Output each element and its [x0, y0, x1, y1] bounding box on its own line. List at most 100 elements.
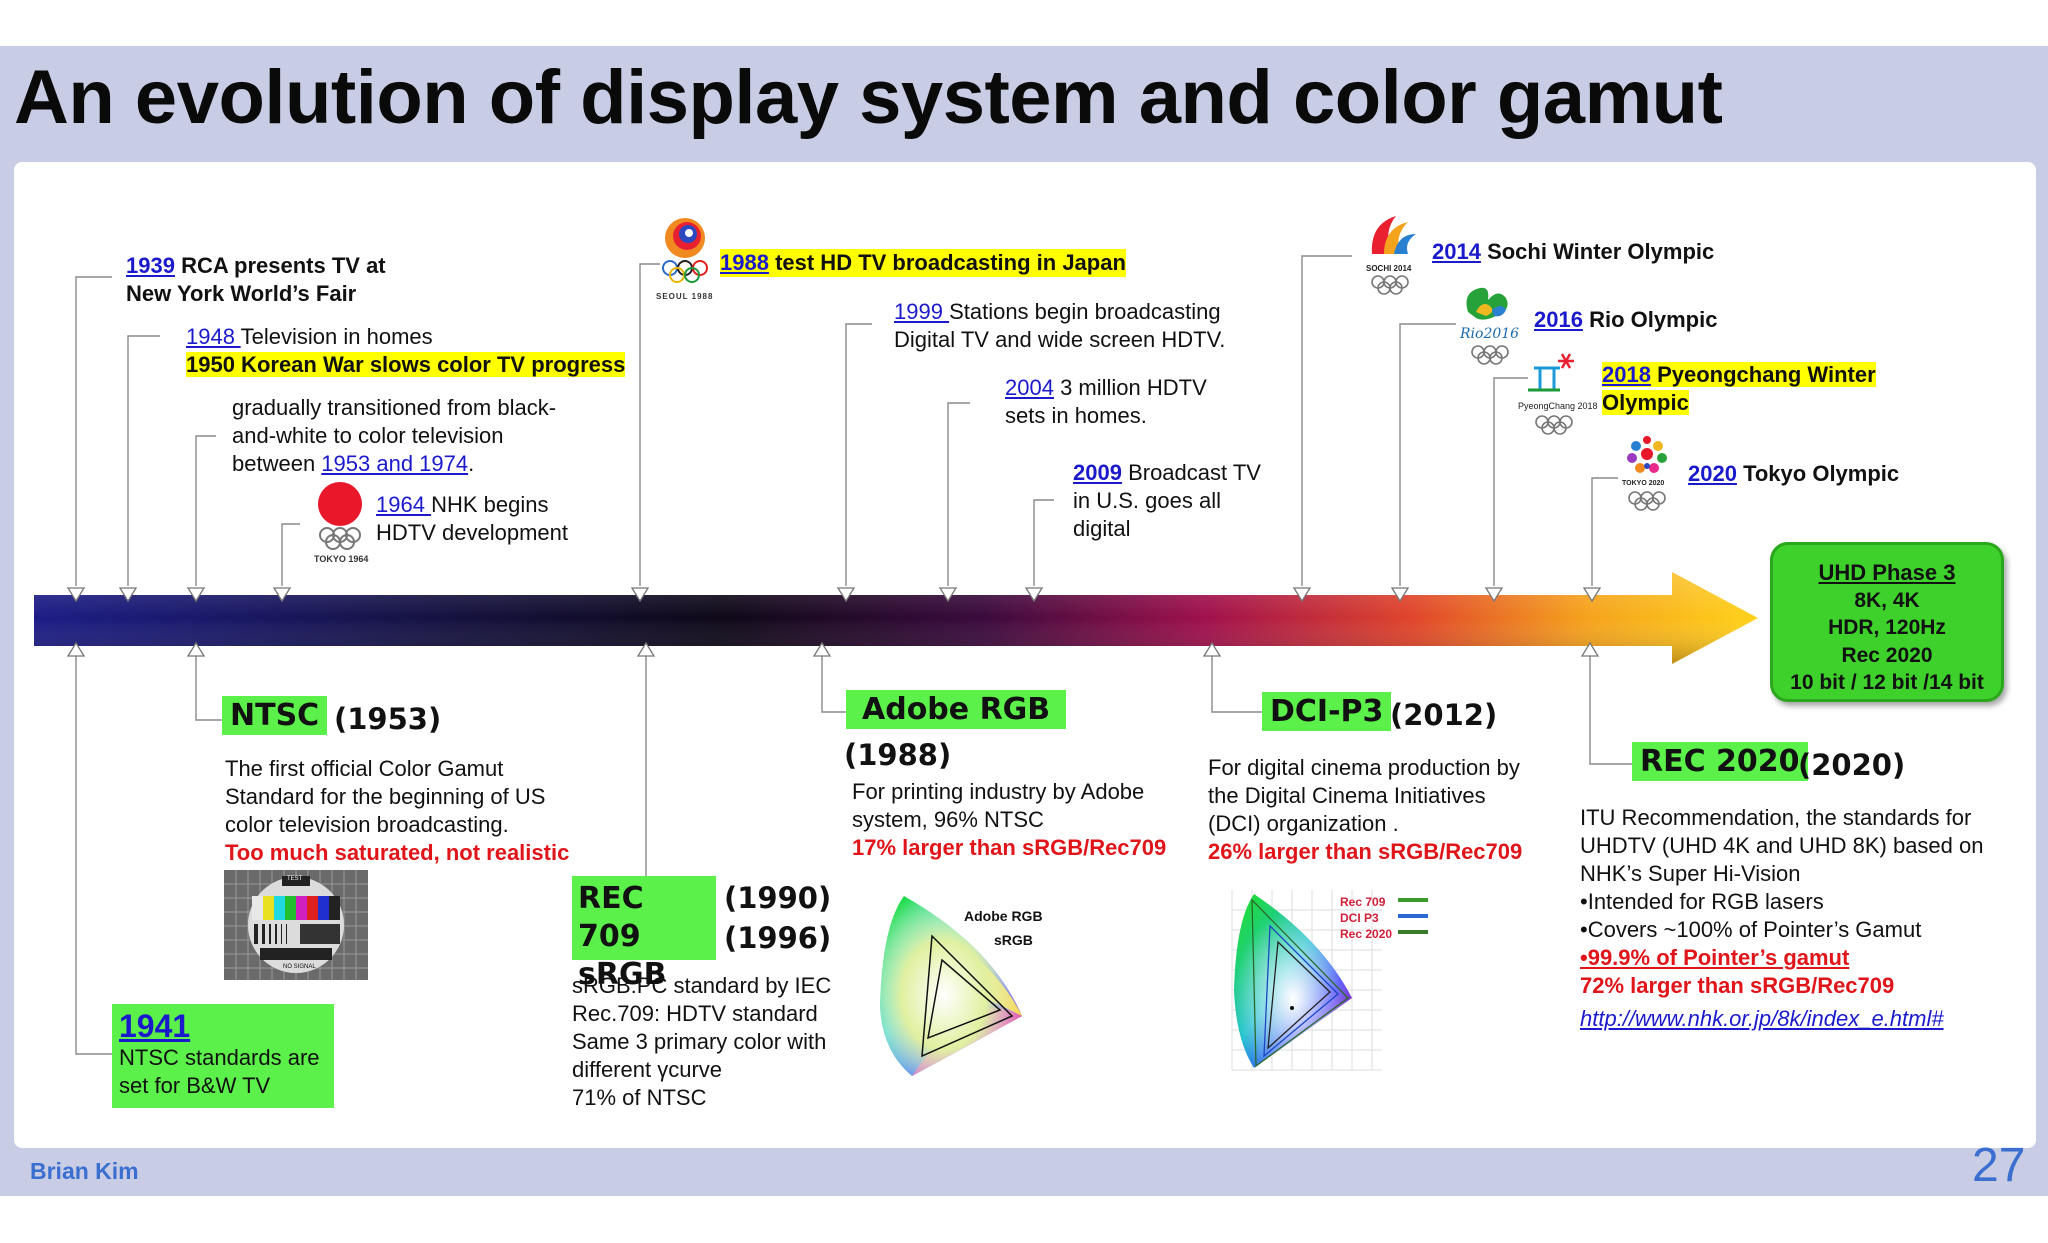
cie-chromaticity-icon [880, 896, 1022, 1076]
event-2009-text-3: digital [1073, 516, 1131, 541]
adobe-rgb-label: Adobe RGB [846, 690, 1067, 729]
year-link-1988[interactable]: 1988 [720, 250, 769, 275]
rec709-years: (1990) (1996) [724, 878, 831, 958]
year-link-1939[interactable]: 1939 [126, 253, 175, 278]
dcip3-text-3: (DCI) organization . [1208, 811, 1399, 836]
uhd-resolution: 8K, 4K [1854, 588, 1920, 612]
test-card-bottom-label: NO SIGNAL [283, 964, 316, 970]
ntsc-description: The first official Color Gamut Standard … [225, 755, 569, 867]
event-1999-text: Stations begin broadcasting [949, 299, 1221, 324]
event-1964-text: NHK begins [431, 492, 549, 517]
upper-markers [66, 587, 1602, 603]
rec709-label: REC 709 [578, 881, 644, 954]
event-1948: 1948 Television in homes 1950 Korean War… [186, 323, 626, 379]
ntsc-text-3: color television broadcasting. [225, 812, 509, 837]
event-1939-text: RCA presents TV at [174, 253, 386, 278]
rio-olympic-icon [1466, 287, 1509, 365]
uhd-bit-depth: 10 bit / 12 bit /14 bit [1790, 671, 1984, 694]
tokyo-2020-olympic-icon [1627, 436, 1667, 511]
legend-dcip3: DCI P3 [1340, 911, 1379, 925]
event-2004-text-2: sets in homes. [1005, 403, 1147, 428]
year-link-2018[interactable]: 2018 [1602, 362, 1651, 387]
rec2020-bullet-4: 72% larger than sRGB/Rec709 [1580, 973, 1895, 998]
event-1941-text-1: NTSC standards are [119, 1045, 320, 1070]
uhd-hdr: HDR, 120Hz [1828, 616, 1946, 639]
event-2018-text-2: Olympic [1602, 390, 1689, 415]
ntsc-text-2: Standard for the beginning of US [225, 784, 546, 809]
year-link-1964[interactable]: 1964 [376, 492, 432, 517]
tokyo-1964-logo: TOKYO 1964 [312, 480, 368, 570]
rec709-text-2: Rec.709: HDTV standard [572, 1001, 818, 1026]
event-2016: 2016 Rio Olympic [1534, 306, 1717, 334]
year-link-1948[interactable]: 1948 [186, 324, 241, 349]
rec709-text-3: Same 3 primary color with [572, 1029, 827, 1054]
event-2016-text: Rio Olympic [1582, 307, 1718, 332]
event-2020-text: Tokyo Olympic [1736, 461, 1900, 486]
seoul-1988-logo: SEOUL 1988 [654, 216, 716, 306]
test-pattern-icon [224, 870, 368, 980]
srgb-diagram-label: sRGB [994, 932, 1033, 948]
event-1941-box: 1941 NTSC standards are set for B&W TV [112, 1004, 334, 1108]
dci-p3-label: DCI-P3 [1262, 692, 1392, 731]
years-link-1953-1974[interactable]: 1953 and 1974 [321, 451, 469, 476]
event-1988-text: test HD TV broadcasting in Japan [768, 250, 1126, 275]
dcip3-text-2: the Digital Cinema Initiatives [1208, 783, 1486, 808]
ntsc-year: (1953) [334, 702, 442, 736]
srgb-label: sRGB [578, 957, 667, 992]
transition-text-3: between [232, 451, 322, 476]
event-1999: 1999 Stations begin broadcasting Digital… [894, 298, 1225, 354]
year-link-1941[interactable]: 1941 [119, 1008, 191, 1044]
event-2009-text: Broadcast TV [1121, 460, 1261, 485]
adobe-rgb-gamut-diagram: Adobe RGB sRGB [872, 886, 1052, 1086]
pyeongchang-2018-logo: PyeongChang 2018 [1514, 346, 1604, 436]
slide-title: An evolution of display system and color… [14, 55, 1723, 140]
dcip3-highlight: 26% larger than sRGB/Rec709 [1208, 839, 1523, 864]
sochi-2014-logo-text: SOCHI 2014 [1366, 264, 1412, 273]
tokyo-2020-logo-text: TOKYO 2020 [1622, 480, 1665, 487]
year-link-2016[interactable]: 2016 [1534, 307, 1583, 332]
lower-markers [66, 641, 1600, 657]
year-link-2020[interactable]: 2020 [1688, 461, 1737, 486]
gamut-comparison-icon [1231, 890, 1428, 1071]
rio-2016-logo: Rio2016 [1456, 282, 1522, 366]
event-1964: 1964 NHK begins HDTV development [376, 491, 568, 547]
uhd-phase3-heading: UHD Phase 3 [1818, 560, 1956, 585]
year-link-2014[interactable]: 2014 [1432, 239, 1481, 264]
pyeongchang-2018-logo-text: PyeongChang 2018 [1518, 401, 1598, 411]
year-link-2004[interactable]: 2004 [1005, 375, 1054, 400]
tokyo-1964-logo-text: TOKYO 1964 [314, 554, 369, 564]
event-1939: 1939 RCA presents TV at New York World’s… [126, 252, 386, 308]
legend-rec709: Rec 709 [1340, 895, 1386, 909]
seoul-olympic-swirl-icon [662, 218, 708, 283]
nhk-8k-link[interactable]: http://www.nhk.or.jp/8k/index_e.html# [1580, 1006, 1944, 1031]
event-1939-text-2: New York World’s Fair [126, 281, 357, 306]
rec709-srgb-box: REC 709 sRGB [572, 876, 716, 992]
rec2020-text-2: UHDTV (UHD 4K and UHD 8K) based on [1580, 833, 1984, 858]
adobe-rgb-diagram-label: Adobe RGB [964, 908, 1043, 924]
rec2020-description: ITU Recommendation, the standards for UH… [1580, 804, 1983, 1000]
adobe-text-1: For printing industry by Adobe [852, 779, 1145, 804]
tv-test-card-image: TEST NO SIGNAL [224, 870, 368, 980]
tokyo-2020-logo: TOKYO 2020 [1616, 432, 1678, 516]
year-link-2009[interactable]: 2009 [1073, 460, 1122, 485]
year-link-1999[interactable]: 1999 [894, 299, 950, 324]
event-2020: 2020 Tokyo Olympic [1688, 460, 1899, 488]
event-2009: 2009 Broadcast TV in U.S. goes all digit… [1073, 459, 1261, 543]
dcip3-text-1: For digital cinema production by [1208, 755, 1520, 780]
event-2014-text: Sochi Winter Olympic [1480, 239, 1715, 264]
event-1948-text: Television in homes [240, 324, 433, 349]
rec709-year: (1990) [724, 881, 832, 915]
rec709-text-4: different γcurve [572, 1057, 723, 1082]
upper-connectors [75, 255, 1618, 586]
event-2018-text: Pyeongchang Winter [1650, 362, 1876, 387]
dci-p3-description: For digital cinema production by the Dig… [1208, 754, 1522, 866]
transition-text-2: and-white to color television [232, 423, 504, 448]
gamut-comparison-diagram: Rec 709 DCI P3 Rec 2020 [1212, 880, 1448, 1090]
olympic-rings-icon [318, 482, 362, 550]
sochi-2014-logo: SOCHI 2014 [1362, 210, 1420, 300]
ntsc-warning: Too much saturated, not realistic [225, 840, 570, 865]
uhd-rec2020: Rec 2020 [1841, 643, 1933, 667]
adobe-text-2: system, 96% NTSC [852, 807, 1044, 832]
dci-p3-year: (2012) [1390, 698, 1498, 732]
